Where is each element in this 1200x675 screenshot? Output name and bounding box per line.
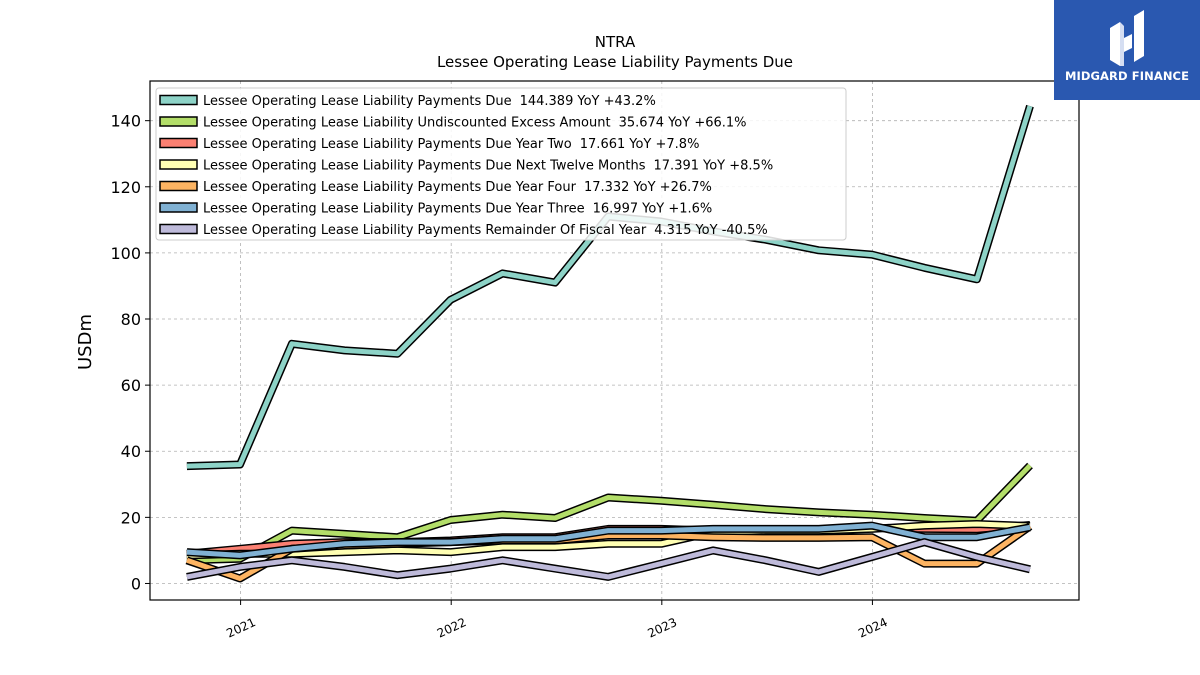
legend-swatch [159,137,198,149]
legend-box [155,87,847,241]
legend-series-name: Lessee Operating Lease Liability Payment… [203,180,577,195]
legend-entry: Lessee Operating Lease Liability Undisco… [203,116,747,131]
series-line [186,523,1031,558]
y-tick-label: 0 [131,574,141,593]
legend-entry: Lessee Operating Lease Liability Payment… [203,180,712,195]
y-tick-label: 40 [121,442,141,461]
y-axis-label: USDm [75,314,96,370]
legend-latest-value: 17.391 [654,159,700,174]
legend-swatch [159,180,198,192]
legend-series-name: Lessee Operating Lease Liability Payment… [203,137,572,152]
legend-yoy-change: YoY +8.5% [702,159,773,174]
legend-entry: Lessee Operating Lease Liability Payment… [203,223,768,238]
legend-swatch [159,159,198,170]
legend-latest-value: 17.332 [584,180,630,195]
series-5 [186,521,1031,560]
chart-subtitle: Lessee Operating Lease Liability Payment… [437,53,793,71]
legend-yoy-change: YoY +26.7% [632,180,711,195]
legend-entry: Lessee Operating Lease Liability Payment… [203,159,773,174]
y-tick-label: 140 [110,112,141,131]
series-6 [186,538,1031,581]
legend-yoy-change: YoY +7.8% [628,137,699,152]
legend-yoy-change: YoY -40.5% [694,223,767,238]
legend-swatch [159,223,198,235]
series-line [186,463,1032,563]
brand-logo: MIDGARD FINANCE [1054,0,1200,100]
x-tick-label: 2023 [645,615,679,641]
legend-entry: Lessee Operating Lease Liability Payment… [203,202,712,217]
legend-swatch [159,116,198,127]
logo-brand-text: MIDGARD FINANCE [1064,69,1190,83]
legend-latest-value: 17.661 [580,137,626,152]
legend-series-name: Lessee Operating Lease Liability Payment… [203,94,512,109]
legend-entry: Lessee Operating Lease Liability Payment… [203,137,699,152]
chart-title: NTRA [595,33,636,51]
series-1 [186,462,1033,565]
legend-swatch [159,94,198,106]
y-tick-label: 60 [121,376,141,395]
x-tick-label: 2021 [224,615,258,641]
legend-entry: Lessee Operating Lease Liability Payment… [203,94,656,109]
x-tick-label: 2022 [435,615,469,641]
plot-frame [149,80,1080,601]
legend: Lessee Operating Lease Liability Payment… [155,87,847,241]
legend-latest-value: 16.997 [593,202,639,217]
legend-latest-value: 144.389 [520,94,574,109]
logo-icon [1110,10,1144,66]
series-line [186,539,1031,580]
y-tick-label: 80 [121,310,141,329]
legend-yoy-change: YoY +43.2% [576,94,655,109]
legend-series-name: Lessee Operating Lease Liability Payment… [203,159,646,174]
y-tick-label: 20 [121,508,141,527]
legend-yoy-change: YoY +1.6% [641,202,712,217]
y-tick-label: 100 [110,244,141,263]
legend-yoy-change: YoY +66.1% [667,116,746,131]
y-tick-label: 120 [110,178,141,197]
legend-swatch [159,202,198,213]
legend-series-name: Lessee Operating Lease Liability Undisco… [203,116,611,131]
x-tick-label: 2024 [856,615,890,641]
legend-latest-value: 35.674 [619,116,665,131]
legend-series-name: Lessee Operating Lease Liability Payment… [203,202,585,217]
legend-series-name: Lessee Operating Lease Liability Payment… [203,223,647,238]
legend-latest-value: 4.315 [654,223,691,238]
